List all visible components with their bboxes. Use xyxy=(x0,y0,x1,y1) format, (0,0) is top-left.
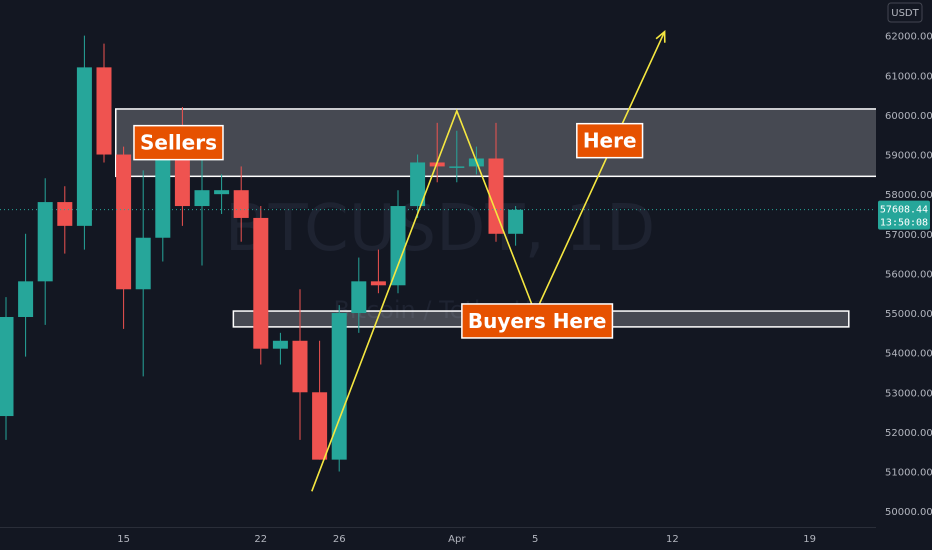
y-tick-label: 57000.00 xyxy=(885,230,932,241)
candle-body[interactable] xyxy=(508,209,524,234)
y-axis: USDT 62000.00 61000.00 60000.00 59000.00 5800… xyxy=(876,0,932,550)
x-tick-label: 19 xyxy=(803,534,816,545)
annotation-label[interactable]: Sellers xyxy=(133,124,224,161)
annotation-label-text: Sellers xyxy=(140,131,217,155)
annotation-label-box xyxy=(133,124,224,161)
candle-body[interactable] xyxy=(292,340,308,393)
candle-body[interactable] xyxy=(76,67,92,226)
candle-body[interactable] xyxy=(116,154,132,290)
candle-body[interactable] xyxy=(370,281,386,286)
last-price-value: 57608.44 xyxy=(880,205,928,216)
y-axis-panel xyxy=(876,0,932,550)
candle-body[interactable] xyxy=(312,392,328,460)
annotation-label[interactable]: Buyers Here xyxy=(461,303,614,339)
x-axis: 15 22 26 Apr 5 12 19 xyxy=(0,527,876,545)
candle-body[interactable] xyxy=(0,316,14,417)
projection-path[interactable] xyxy=(311,31,666,492)
candle-body[interactable] xyxy=(174,154,190,207)
last-price-tag: 57608.44 13:50:08 xyxy=(878,200,930,230)
y-tick-label: 54000.00 xyxy=(885,349,932,360)
x-tick-label: 5 xyxy=(532,534,538,545)
candle-body[interactable] xyxy=(253,217,269,349)
candle-body[interactable] xyxy=(194,190,210,207)
y-tick-label: 50000.00 xyxy=(885,507,932,518)
candle-body[interactable] xyxy=(410,162,426,207)
annotation-label[interactable]: Here xyxy=(576,122,644,159)
candle-body[interactable] xyxy=(135,237,151,290)
candle-body[interactable] xyxy=(488,158,504,234)
y-tick-label: 51000.00 xyxy=(885,468,932,479)
currency-badge[interactable]: USDT xyxy=(887,2,923,23)
labels-layer: Sellers Here Buyers Here xyxy=(133,122,644,339)
x-tick-label: Apr xyxy=(448,534,466,545)
y-tick-label: 60000.00 xyxy=(885,111,932,122)
candle-body[interactable] xyxy=(96,67,112,155)
candle-body[interactable] xyxy=(390,206,406,286)
candle-body[interactable] xyxy=(37,202,53,282)
candle-body[interactable] xyxy=(214,190,230,195)
currency-badge-frame xyxy=(887,2,923,23)
x-tick-label: 22 xyxy=(254,534,267,545)
y-tick-label: 58000.00 xyxy=(885,190,932,201)
candle-body[interactable] xyxy=(57,202,73,226)
last-price-tag-bg xyxy=(878,200,930,230)
annotation-label-box xyxy=(461,303,614,339)
candle-body[interactable] xyxy=(272,340,288,349)
watermark-symbol: BTCUSDT, 1D xyxy=(225,192,655,266)
annotation-label-text: Here xyxy=(583,129,637,153)
candle-body[interactable] xyxy=(331,313,347,460)
y-tick-label: 56000.00 xyxy=(885,269,932,280)
candle-body[interactable] xyxy=(351,281,367,314)
y-tick-label: 55000.00 xyxy=(885,309,932,320)
y-tick-label: 59000.00 xyxy=(885,151,932,162)
candle-body[interactable] xyxy=(155,154,171,238)
countdown-value: 13:50:08 xyxy=(880,218,928,229)
annotation-label-text: Buyers Here xyxy=(468,309,607,333)
x-tick-label: 26 xyxy=(333,534,346,545)
x-tick-label: 12 xyxy=(666,534,679,545)
arrow-head-icon xyxy=(655,30,666,43)
trend-layer xyxy=(311,30,666,492)
y-tick-label: 61000.00 xyxy=(885,71,932,82)
y-tick-label: 62000.00 xyxy=(885,32,932,43)
y-tick-label: 52000.00 xyxy=(885,428,932,439)
candle-body[interactable] xyxy=(233,190,249,218)
currency-badge-label: USDT xyxy=(891,8,919,19)
candle-body[interactable] xyxy=(449,166,465,168)
x-tick-label: 15 xyxy=(117,534,130,545)
y-tick-label: 53000.00 xyxy=(885,388,932,399)
candle-body[interactable] xyxy=(18,281,34,317)
annotation-label-box xyxy=(576,122,644,159)
